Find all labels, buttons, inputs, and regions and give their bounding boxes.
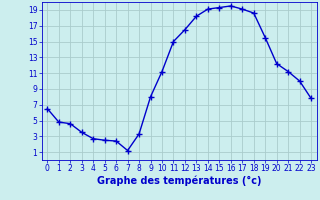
X-axis label: Graphe des températures (°c): Graphe des températures (°c) — [97, 176, 261, 186]
